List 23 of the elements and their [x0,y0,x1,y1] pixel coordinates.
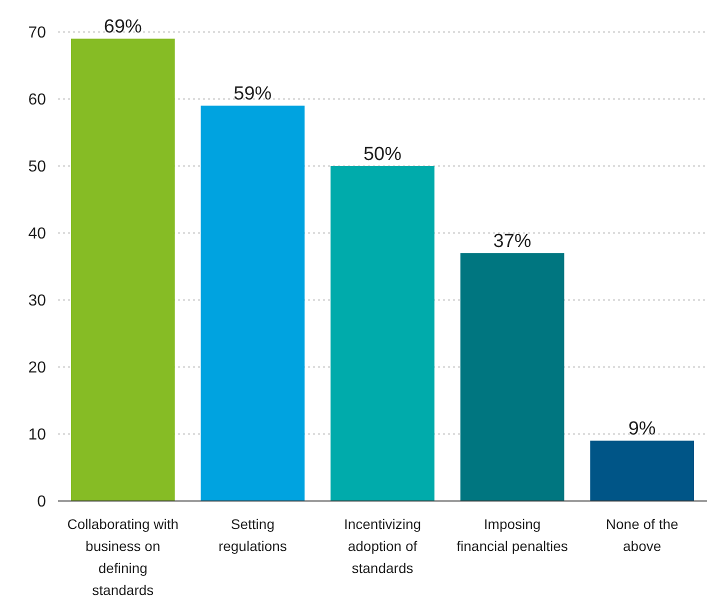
data-label: 9% [628,418,656,440]
x-tick-label: Incentivizing adoption of standards [344,516,422,576]
data-label: 59% [234,84,272,105]
y-tick-label: 50 [28,158,46,176]
bar [200,106,305,501]
y-tick-label: 10 [28,426,46,444]
data-label: 50% [363,144,402,165]
y-tick-label: 40 [28,226,46,243]
x-tick-label: Setting regulations [218,516,287,554]
x-tick-label: None of the above [606,516,679,554]
y-tick-label: 0 [37,494,46,511]
x-tick-label: Collaborating with business on defining standards [67,516,179,597]
x-tick-label: Imposing financial penalties [456,516,568,554]
y-tick-label: 20 [28,360,46,377]
bar [460,253,564,501]
y-tick-label: 30 [28,292,46,310]
y-tick-label: 70 [28,24,46,42]
data-label: 69% [104,16,142,38]
bar [330,166,434,501]
bar [590,440,694,501]
data-label: 37% [493,231,532,252]
y-tick-label: 60 [28,92,46,109]
bar [70,38,175,501]
